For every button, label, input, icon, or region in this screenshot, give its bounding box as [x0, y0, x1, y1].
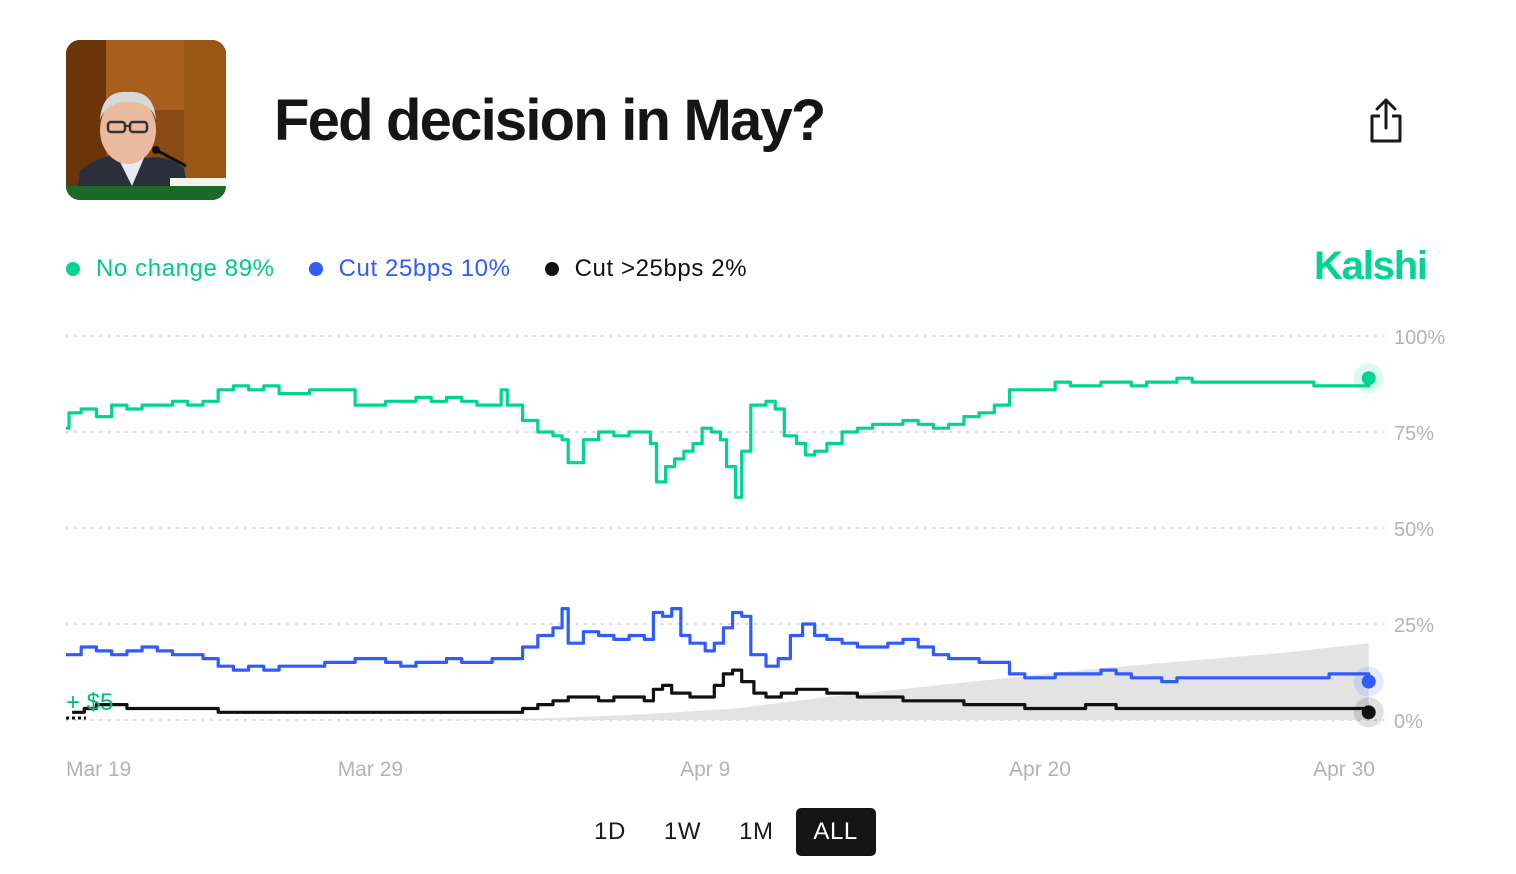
page-title: Fed decision in May?	[274, 88, 826, 153]
y-tick-label: 25%	[1394, 615, 1434, 637]
endpoint-dot-no-change	[1361, 371, 1376, 386]
range-1d-button[interactable]: 1D	[578, 808, 642, 856]
range-1w-button[interactable]: 1W	[648, 808, 717, 856]
x-tick-label: Mar 29	[338, 758, 403, 781]
legend-label: Cut 25bps	[338, 255, 454, 282]
endpoint-dot-cut-25bps	[1361, 674, 1376, 689]
legend-dot-cut-over-25bps	[544, 262, 559, 276]
legend-item-cut-over-25bps[interactable]: Cut >25bps 2%	[544, 255, 748, 283]
y-tick-label: 0%	[1394, 711, 1423, 733]
position-annotation: + $5	[66, 689, 113, 716]
y-tick-label: 50%	[1394, 519, 1434, 541]
y-tick-label: 75%	[1394, 423, 1434, 445]
series-line-cut-25bps	[66, 607, 1371, 684]
market-thumbnail	[66, 40, 226, 200]
legend-dot-no-change	[66, 262, 80, 276]
range-1m-button[interactable]: 1M	[723, 808, 790, 856]
legend-dot-cut-25bps	[308, 262, 323, 276]
series-line-no-change	[66, 376, 1371, 499]
y-tick-label: 100%	[1394, 327, 1445, 349]
chart-legend: No change 89% Cut 25bps 10% Cut >25bps 2…	[66, 254, 747, 284]
endpoint-dot-cut-25bps	[1361, 705, 1376, 720]
time-range-selector: 1D 1W 1M ALL	[578, 808, 876, 856]
legend-text-no-change: No change 89%	[96, 255, 275, 283]
legend-value: 10%	[460, 255, 511, 282]
series-line-cut-25bps	[72, 668, 1371, 714]
x-tick-label: Apr 30	[1313, 758, 1375, 781]
share-icon	[1370, 98, 1402, 143]
share-button[interactable]	[1360, 92, 1412, 148]
x-tick-label: Mar 19	[66, 758, 131, 781]
legend-text-cut-over-25bps: Cut >25bps 2%	[575, 255, 748, 283]
legend-item-no-change[interactable]: No change 89%	[66, 255, 275, 283]
legend-label: No change	[96, 255, 218, 282]
speaker-photo	[66, 40, 226, 200]
legend-item-cut-25bps[interactable]: Cut 25bps 10%	[308, 255, 511, 283]
legend-value: 89%	[224, 255, 275, 282]
x-tick-label: Apr 9	[680, 758, 730, 781]
position-value-area	[66, 643, 1369, 720]
legend-text-cut-25bps: Cut 25bps 10%	[339, 255, 511, 283]
range-all-button[interactable]: ALL	[795, 808, 876, 856]
legend-value: 2%	[711, 255, 748, 282]
brand-logo[interactable]: Kalshi	[1314, 244, 1428, 288]
legend-label: Cut >25bps	[574, 255, 704, 282]
price-chart: 0% 25% 50% 75% 100% Mar 19 Mar 29 Apr 9 Apr 20 Ap…	[65, 327, 1445, 781]
x-tick-label: Apr 20	[1009, 758, 1071, 781]
